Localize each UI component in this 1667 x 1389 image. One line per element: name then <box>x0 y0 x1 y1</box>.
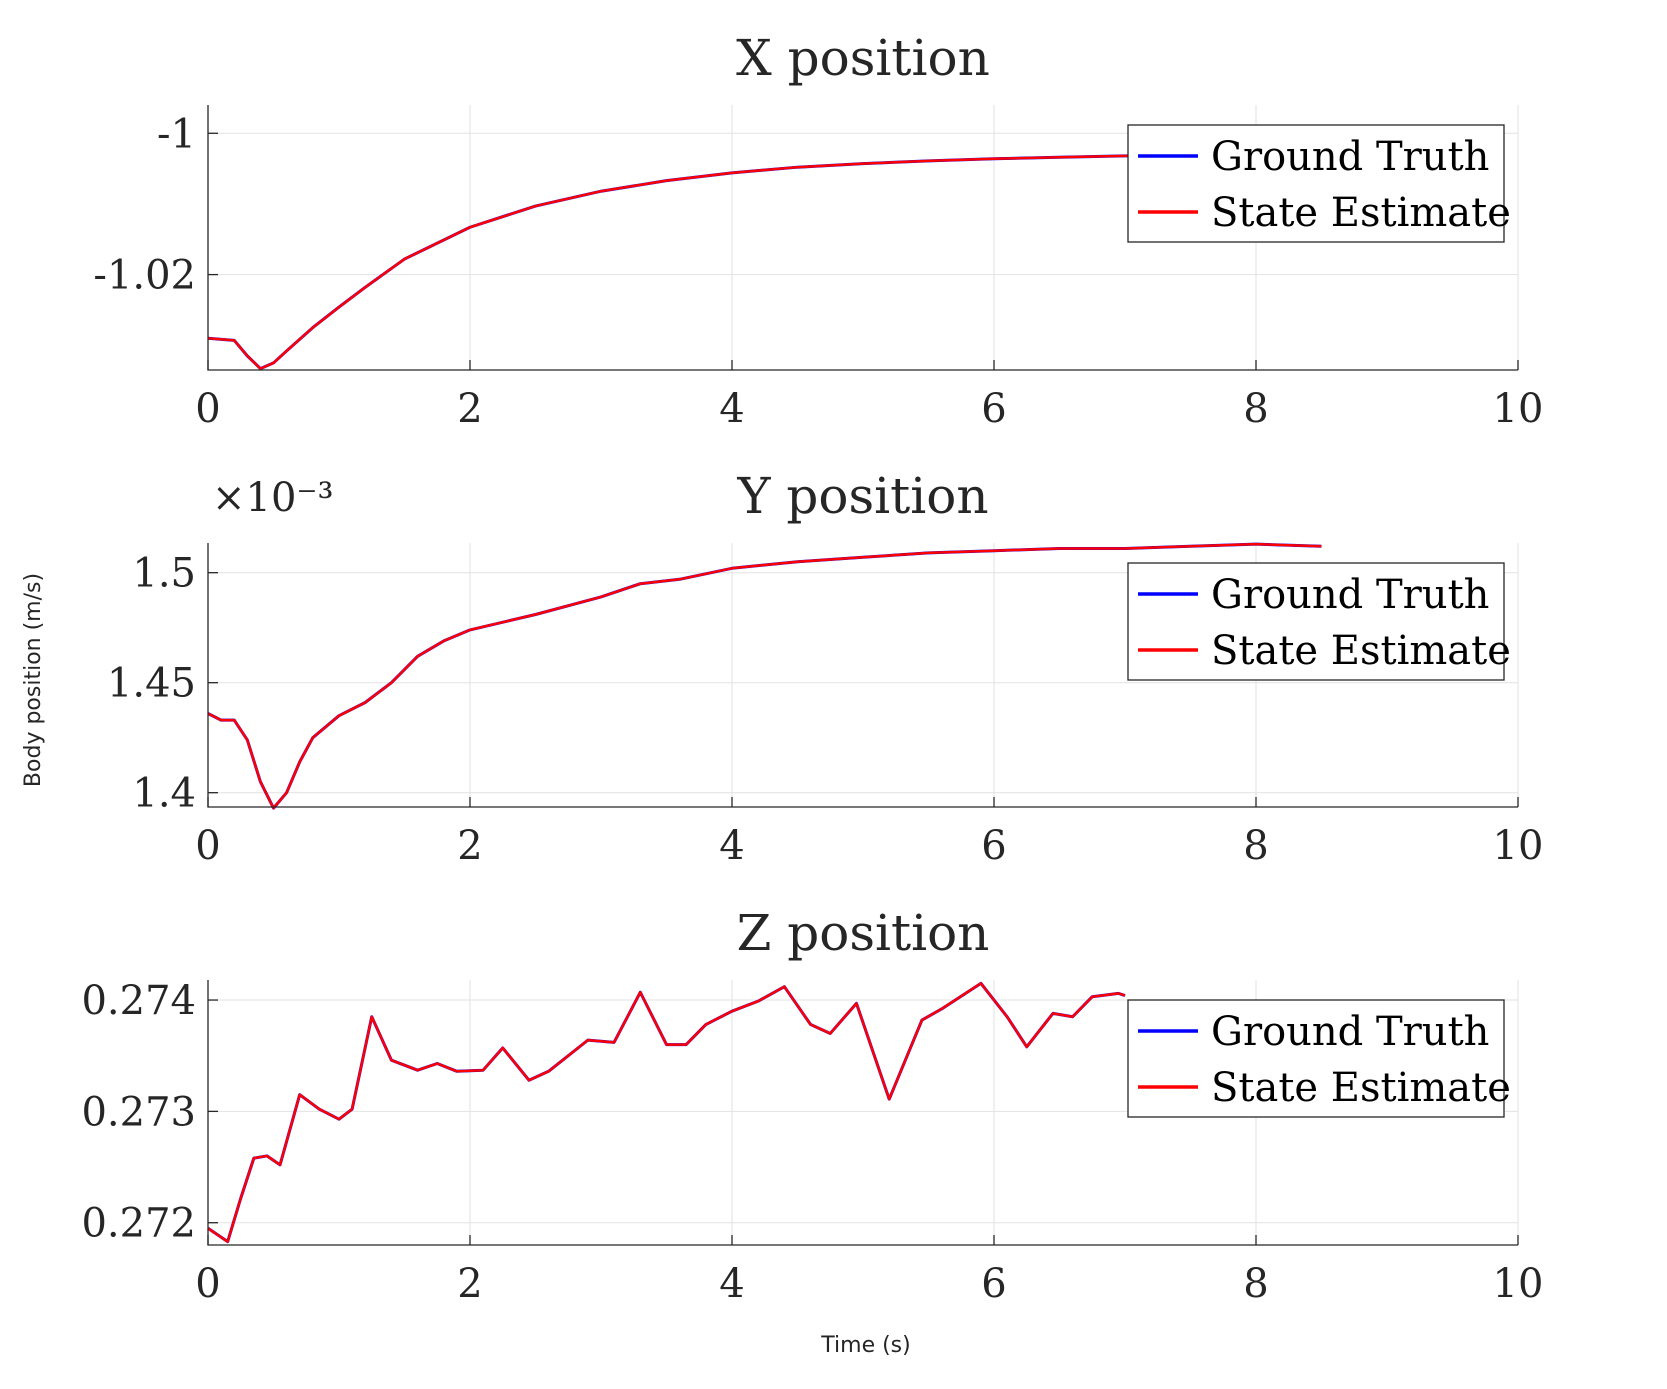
y-tick-label: 0.274 <box>81 978 196 1024</box>
y-tick-label: -1 <box>157 111 196 157</box>
series-line-state-estimate <box>207 982 1126 1243</box>
legend-box <box>1127 562 1505 681</box>
y-tick-label: 0.272 <box>81 1201 196 1247</box>
subplot-1: 0 2 4 6 8 10 -1 -1.02 X position Ground Truth Stat… <box>93 29 1543 432</box>
x-tick-label: 6 <box>981 1261 1006 1307</box>
x-tick-label: 4 <box>719 1261 744 1307</box>
y-tick-label: 1.5 <box>132 551 196 597</box>
x-tick-label: 4 <box>719 386 744 432</box>
series-line-state-estimate <box>207 542 1322 810</box>
x-tick-label: 10 <box>1493 1261 1544 1307</box>
legend: Ground Truth State Estimate <box>1127 124 1511 243</box>
x-tick-label: 0 <box>195 1261 220 1307</box>
x-tick-label: 2 <box>457 1261 482 1307</box>
x-tick-label: 6 <box>981 823 1006 869</box>
subplot-title: X position <box>736 29 990 87</box>
x-tick-label: 0 <box>195 823 220 869</box>
legend-label: State Estimate <box>1211 190 1511 236</box>
legend-label: Ground Truth <box>1211 134 1489 180</box>
x-tick-label: 6 <box>981 386 1006 432</box>
legend-label: State Estimate <box>1211 628 1511 674</box>
y-tick-label: 1.4 <box>132 771 196 817</box>
x-tick-label: 4 <box>719 823 744 869</box>
legend-label: Ground Truth <box>1211 1009 1489 1055</box>
subplot-3: 0 2 4 6 8 10 0.272 0.273 0.274 Z position Ground T… <box>81 904 1543 1307</box>
x-tick-label: 8 <box>1243 1261 1268 1307</box>
figure-xlabel: Time (s) <box>820 1333 910 1358</box>
legend: Ground Truth State Estimate <box>1127 562 1511 681</box>
y-tick-label: -1.02 <box>93 253 196 299</box>
legend: Ground Truth State Estimate <box>1127 999 1511 1118</box>
legend-box <box>1127 999 1505 1118</box>
y-exponent-label: ×10⁻³ <box>212 475 334 521</box>
subplot-title: Y position <box>736 467 988 525</box>
legend-box <box>1127 124 1505 243</box>
x-tick-label: 2 <box>457 386 482 432</box>
x-tick-label: 8 <box>1243 386 1268 432</box>
subplot-2: 0 2 4 6 8 10 1.4 1.45 1.5 ×10⁻³ Y position Ground T… <box>107 467 1544 869</box>
legend-label: Ground Truth <box>1211 572 1489 618</box>
legend-label: State Estimate <box>1211 1065 1511 1111</box>
x-tick-label: 8 <box>1243 823 1268 869</box>
series-line-state-estimate <box>207 150 1322 370</box>
y-tick-label: 0.273 <box>81 1089 196 1135</box>
figure-ylabel: Body position (m/s) <box>21 573 46 787</box>
series-line-ground-truth <box>207 981 1126 1244</box>
x-tick-label: 0 <box>195 386 220 432</box>
subplot-title: Z position <box>737 904 990 962</box>
x-tick-label: 2 <box>457 823 482 869</box>
x-tick-label: 10 <box>1493 823 1544 869</box>
x-tick-label: 10 <box>1493 386 1544 432</box>
y-tick-label: 1.45 <box>107 661 196 707</box>
